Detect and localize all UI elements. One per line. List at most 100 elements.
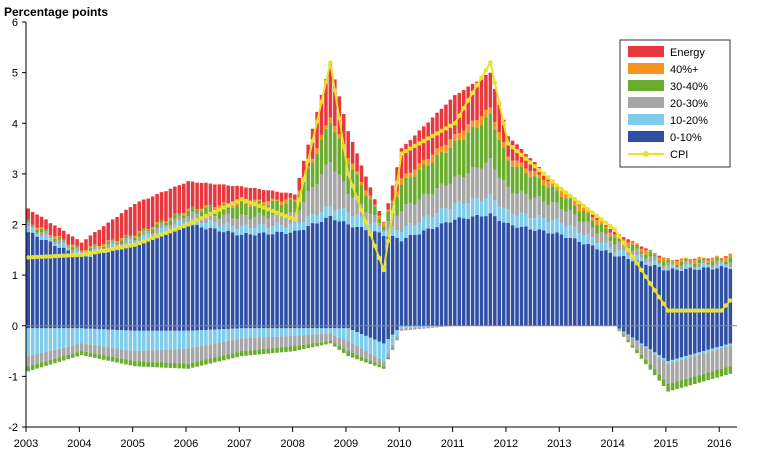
bar-segment-010 — [173, 230, 177, 326]
bar-segment-3040 — [724, 261, 728, 265]
bar-segment-1020 — [368, 224, 373, 233]
bar-segment-3040 — [39, 228, 44, 233]
bar-segment-010 — [381, 235, 386, 326]
bar-segment-40 — [377, 215, 382, 219]
bar-segment-010 — [448, 222, 453, 326]
bar-segment-010 — [266, 234, 270, 326]
cpi-point — [568, 193, 573, 198]
x-tick-label: 2005 — [120, 438, 144, 450]
legend-label: CPI — [670, 149, 688, 161]
bar-segment-neg-3040 — [106, 356, 110, 361]
bar-segment-neg-2030 — [644, 347, 648, 360]
bar-segment-010 — [559, 234, 564, 326]
bar-segment-neg-3040 — [61, 356, 66, 361]
bar-segment-010 — [435, 227, 439, 326]
bar-segment-010 — [390, 235, 395, 326]
bar-segment-neg-1020 — [666, 361, 670, 364]
bar-segment-energy — [626, 239, 630, 243]
bar-segment-energy — [124, 209, 128, 235]
bar-segment-neg-3040 — [208, 358, 213, 364]
bar-segment-1020 — [510, 213, 515, 226]
bar-segment-neg-2030 — [648, 351, 653, 365]
bar-segment-neg-3040 — [155, 362, 159, 368]
bar-segment-010 — [533, 230, 537, 326]
bar-segment-neg-010 — [168, 325, 173, 331]
bar-segment-010 — [341, 221, 346, 326]
bar-segment-energy — [381, 221, 386, 223]
bar-segment-neg-2030 — [186, 348, 190, 364]
bar-segment-neg-2030 — [119, 349, 124, 359]
bar-segment-40 — [150, 227, 155, 230]
bar-segment-neg-3040 — [244, 350, 248, 356]
bar-segment-010 — [181, 225, 186, 326]
x-tick-label: 2003 — [14, 438, 38, 450]
bar-segment-neg-1020 — [79, 328, 84, 344]
cpi-point — [368, 231, 373, 237]
bar-segment-3040 — [319, 139, 324, 175]
bar-segment-neg-2030 — [626, 335, 630, 341]
bar-segment-neg-3040 — [319, 342, 324, 346]
bar-segment-neg-2030 — [635, 341, 639, 351]
bar-segment-1020 — [230, 226, 235, 233]
bar-segment-neg-3040 — [173, 363, 177, 369]
bar-segment-3040 — [341, 150, 346, 182]
cpi-point — [532, 164, 537, 169]
bar-segment-1020 — [270, 226, 275, 235]
cpi-point — [261, 205, 266, 210]
bar-segment-neg-2030 — [346, 340, 350, 352]
bar-segment-40 — [88, 246, 93, 248]
bar-segment-neg-3040 — [110, 356, 115, 362]
bar-segment-40 — [337, 134, 342, 139]
bar-segment-neg-2030 — [266, 337, 270, 349]
bar-segment-3040 — [613, 237, 617, 245]
bar-segment-neg-3040 — [333, 343, 337, 347]
bar-segment-2030 — [328, 162, 333, 207]
bar-segment-40 — [604, 226, 608, 229]
cpi-point — [132, 242, 138, 247]
bar-segment-40 — [181, 213, 186, 216]
bar-segment-2030 — [217, 218, 222, 227]
bar-segment-010 — [35, 236, 39, 326]
cpi-point — [421, 138, 426, 144]
bar-segment-neg-2030 — [221, 341, 226, 356]
bar-segment-neg-010 — [324, 325, 328, 329]
bar-segment-neg-1020 — [124, 330, 128, 350]
bar-segment-3040 — [670, 261, 675, 263]
cpi-point — [301, 178, 306, 183]
bar-segment-energy — [315, 111, 319, 149]
bar-segment-3040 — [639, 251, 644, 254]
bar-segment-neg-3040 — [159, 362, 164, 368]
bar-segment-3040 — [653, 254, 657, 257]
bar-segment-1020 — [226, 222, 230, 231]
bar-segment-energy — [377, 211, 382, 216]
bar-segment-energy — [44, 219, 48, 230]
bar-segment-neg-3040 — [666, 383, 670, 392]
bar-segment-neg-010 — [101, 325, 106, 330]
bar-segment-010 — [630, 261, 635, 326]
bar-segment-010 — [399, 241, 404, 326]
cpi-point — [701, 308, 706, 313]
bar-segment-2030 — [155, 227, 159, 234]
y-tick-label: 4 — [12, 118, 18, 130]
bar-segment-010 — [613, 256, 617, 326]
cpi-point — [274, 210, 280, 215]
bar-segment-3040 — [88, 247, 93, 251]
bar-segment-2030 — [706, 264, 710, 266]
bar-segment-40 — [119, 238, 124, 241]
bar-segment-neg-2030 — [35, 354, 39, 364]
bar-segment-neg-010 — [635, 325, 639, 341]
bar-segment-010 — [48, 241, 53, 326]
bar-segment-neg-1020 — [399, 325, 404, 329]
bar-segment-neg-3040 — [97, 354, 102, 359]
bar-segment-40 — [501, 142, 506, 148]
bar-segment-010 — [661, 270, 666, 326]
bar-segment-neg-1020 — [350, 330, 355, 344]
bar-segment-40 — [217, 205, 222, 209]
bar-segment-010 — [346, 224, 350, 326]
bar-segment-2030 — [44, 230, 48, 235]
y-tick-label: -1 — [8, 371, 18, 383]
cpi-point — [128, 243, 133, 248]
cpi-point — [217, 207, 222, 212]
bar-segment-neg-010 — [146, 325, 150, 331]
bar-segment-neg-2030 — [310, 334, 315, 344]
